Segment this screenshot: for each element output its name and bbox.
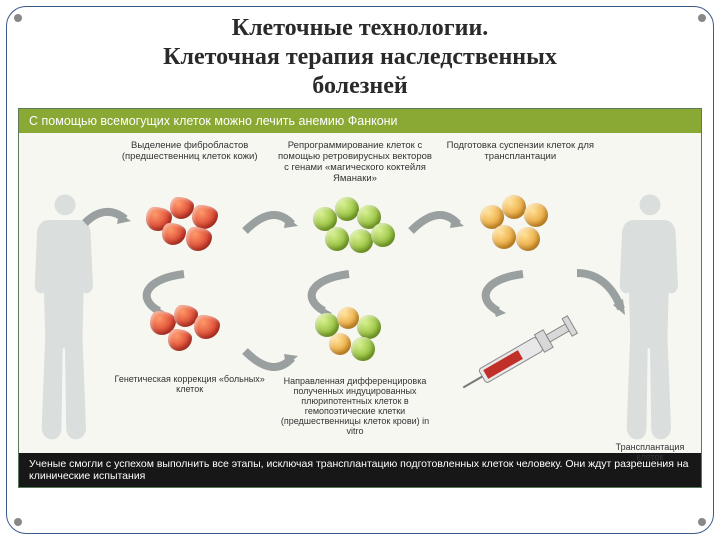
column-reprogramming: Репрограммирование клеток с помощью ретр… — [274, 141, 435, 463]
label-fibroblasts: Выделение фибробластов (предшественниц к… — [109, 141, 270, 183]
syringe-icon — [458, 313, 588, 393]
corner-decoration — [14, 14, 22, 22]
recipient-silhouette-column: Трансплантация клеток — [605, 141, 695, 463]
arrow-down-3 — [468, 269, 538, 319]
human-silhouette-left — [30, 183, 100, 453]
diagram-stage: Выделение фибробластов (предшественниц к… — [19, 133, 701, 453]
donor-silhouette-column — [25, 141, 105, 463]
corner-decoration — [14, 518, 22, 526]
label-genetic-correction: Генетическая коррекция «больных» клеток — [109, 375, 270, 395]
corner-decoration — [698, 14, 706, 22]
column-suspension: Подготовка суспензии клеток для транспла… — [440, 141, 601, 463]
column-fibroblasts: Выделение фибробластов (предшественниц к… — [109, 141, 270, 463]
corner-decoration — [698, 518, 706, 526]
label-reprogramming: Репрограммирование клеток с помощью ретр… — [274, 141, 435, 185]
mixed-cells-bottom — [305, 301, 405, 371]
green-cells-top — [305, 189, 405, 259]
label-differentiation: Направленная дифференцировка полученных … — [274, 377, 435, 436]
human-silhouette-right — [615, 183, 685, 453]
orange-cells — [470, 187, 570, 257]
label-suspension: Подготовка суспензии клеток для транспла… — [440, 141, 601, 183]
red-cells-bottom — [140, 299, 240, 369]
red-cells-top — [140, 187, 240, 257]
diagram-panel: С помощью всемогущих клеток можно лечить… — [18, 108, 702, 488]
